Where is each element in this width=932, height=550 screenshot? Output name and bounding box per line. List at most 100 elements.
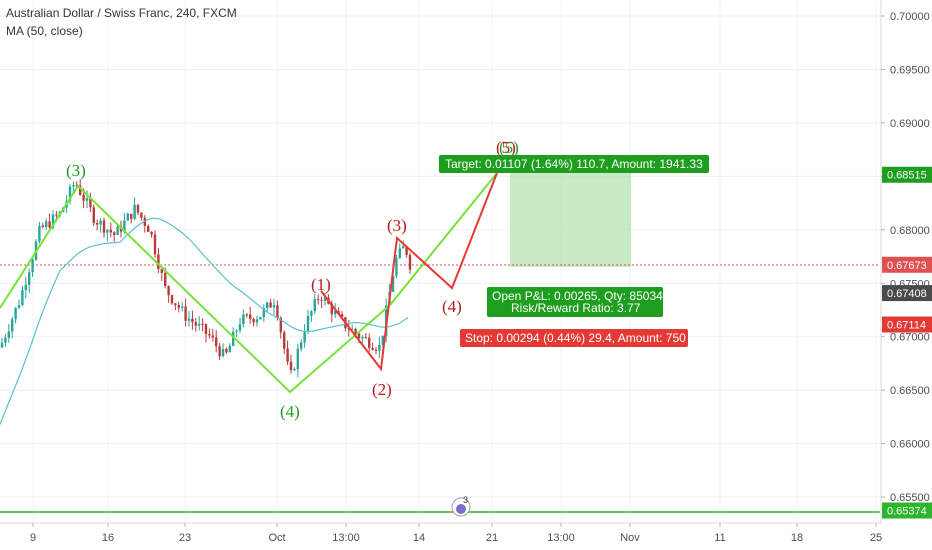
legend: Australian Dollar / Swiss Franc, 240, FX… [6,4,237,40]
candle [242,309,245,328]
svg-text:0.68515: 0.68515 [887,170,927,182]
candle [201,318,204,332]
candle [28,268,31,294]
wave-label-red-5: (5) [496,138,516,157]
candle [269,299,272,308]
svg-text:Stop: 0.00294 (0.44%) 29.4, Am: Stop: 0.00294 (0.44%) 29.4, Amount: 750 [465,331,686,345]
wave-label-red-4: (4) [442,297,462,316]
profit-zone[interactable] [510,172,631,267]
candle [262,304,265,322]
candle [116,224,119,236]
svg-text:3: 3 [463,495,468,505]
candle [296,343,299,378]
candle [306,309,310,335]
candle [96,219,99,231]
symbol-title[interactable]: Australian Dollar / Swiss Franc, 240, FX… [6,6,237,20]
x-tick-label: Nov [620,532,640,544]
candle [300,339,303,352]
svg-text:0.67114: 0.67114 [887,320,926,332]
candle [378,336,381,359]
candle [218,343,221,361]
candle [174,303,177,311]
stop-label[interactable]: Stop: 0.00294 (0.44%) 29.4, Amount: 750 [460,329,688,347]
ma-line [0,217,409,425]
red-wave-line[interactable] [320,172,498,372]
candle [106,229,109,242]
svg-text:0.67408: 0.67408 [887,288,927,300]
x-tick-label: 21 [486,532,498,544]
candle [235,328,238,338]
candle [272,298,276,315]
candle [368,333,371,352]
candle [225,347,228,355]
candle [398,243,401,260]
y-tick-label: 0.66000 [890,439,930,451]
grid [0,0,881,523]
y-tick-label: 0.69000 [890,118,930,130]
candle [177,301,180,313]
svg-text:0.65374: 0.65374 [887,506,927,518]
price-tag-line[interactable]: 0.65374 [882,502,932,519]
x-tick-label: 11 [714,532,725,544]
candle [361,335,364,344]
wave-label-green-3: (3) [66,161,86,180]
wave-label-green-5: (5) [499,138,519,157]
pnl-label[interactable]: Open P&L: 0.00265, Qty: 85034 Risk/Rewar… [487,287,663,317]
candle [211,328,214,342]
candle [374,347,378,355]
target-label[interactable]: Target: 0.01107 (1.64%) 110.7, Amount: 1… [439,155,709,173]
x-tick-label: 14 [413,532,425,544]
candle [7,324,10,343]
x-tick-label: 16 [102,532,114,544]
x-tick-label: 9 [30,532,36,544]
candle [204,323,208,343]
candle [181,301,184,312]
event-badge[interactable]: 3 [451,495,471,517]
candle [215,329,218,353]
wave-label-red-1: (1) [311,275,331,294]
candle [48,213,51,230]
candle [221,343,225,358]
candle [147,224,150,232]
y-tick-label: 0.69500 [890,64,930,76]
candle [255,315,259,327]
candle [371,342,374,351]
price-tag-target[interactable]: 0.68515 [882,166,932,183]
candle [252,317,255,327]
candle [157,247,160,273]
candle [126,212,129,221]
wave-label-red-3: (3) [387,216,407,235]
candle [170,294,174,305]
price-tag-stop[interactable]: 0.67114 [882,316,932,333]
x-tick-label: 13:00 [332,532,360,544]
svg-text:Target: 0.01107 (1.64%) 110.7,: Target: 0.01107 (1.64%) 110.7, Amount: 1… [445,157,703,171]
x-tick-label: Oct [268,532,285,544]
candle [238,317,242,334]
price-tag-entry[interactable]: 0.67408 [882,285,932,302]
candle [266,301,269,312]
candle [4,333,7,348]
candle [351,324,354,331]
indicator-label[interactable]: MA (50, close) [6,24,83,38]
candle [136,204,140,216]
x-tick-label: 23 [179,532,191,544]
candle [92,204,95,227]
candle [310,310,313,322]
candle [245,313,248,318]
green-wave-line[interactable] [0,172,498,394]
candle [320,296,323,308]
candle [31,255,34,277]
candle [99,218,102,233]
candle [113,231,116,242]
price-axis-ticks: 0.700000.695000.690000.685000.680000.675… [881,11,930,504]
y-tick-label: 0.70000 [890,11,930,23]
candle [303,323,306,348]
candle [408,252,412,274]
candle [130,213,133,224]
candle [293,367,296,372]
candle [0,337,4,349]
candle [21,286,24,307]
candle [109,222,112,238]
price-tag-last[interactable]: 0.67673 [882,256,932,273]
